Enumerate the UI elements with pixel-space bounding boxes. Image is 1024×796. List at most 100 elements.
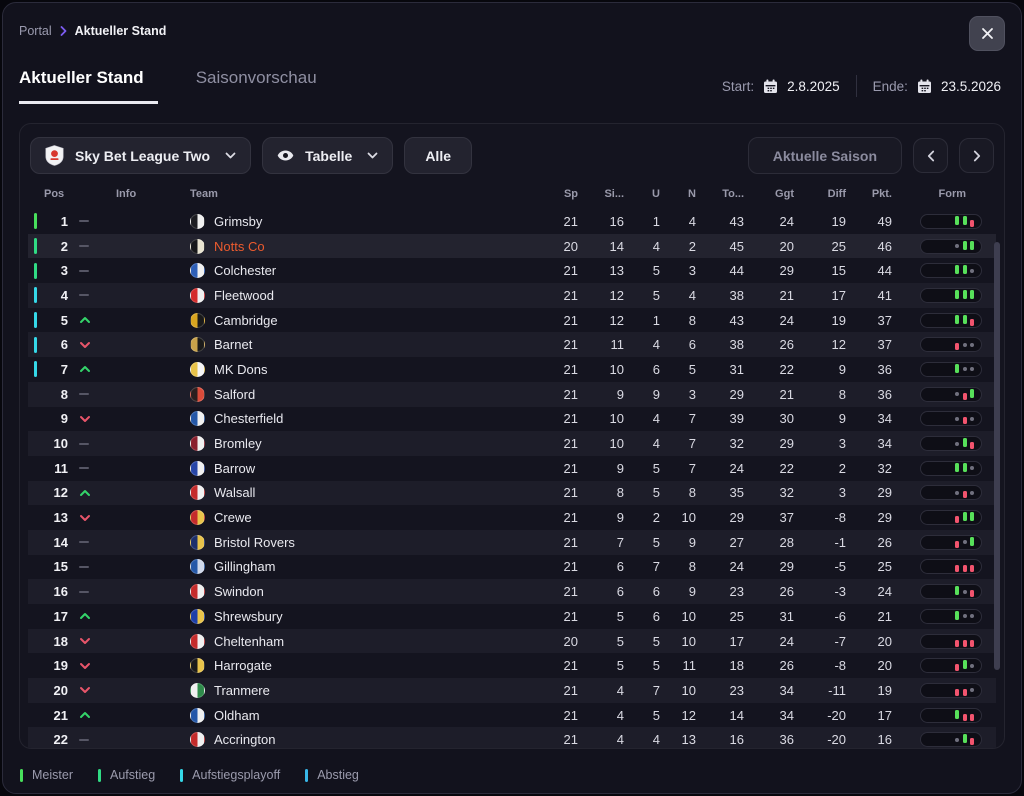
eye-icon [277,150,294,161]
table-row[interactable]: 21 Oldham 21 4 5 12 14 34 -20 17 [28,703,996,728]
form-result-win [962,289,967,299]
column-header-pkt[interactable]: Pkt. [871,188,892,200]
legend-item-meister: Meister [20,768,73,782]
stat-n: 4 [688,213,696,229]
form-result-win [955,586,959,596]
form-result-draw [955,244,959,249]
column-header-team[interactable]: Team [190,188,218,200]
stat-u: 2 [652,510,660,526]
zone-bar [34,559,37,575]
team-badge [190,559,205,575]
column-header-ggt[interactable]: Ggt [775,188,794,200]
column-header-si[interactable]: Si... [604,188,624,200]
table-row[interactable]: 10 Bromley 21 10 4 7 32 29 3 34 [28,431,996,456]
table-row[interactable]: 6 Barnet 21 11 4 6 38 26 12 37 [28,332,996,358]
stat-n: 6 [688,337,696,353]
table-row[interactable]: 16 Swindon 21 6 6 9 23 26 -3 24 [28,579,996,604]
breadcrumb-portal[interactable]: Portal [19,24,52,38]
table-row[interactable]: 7 MK Dons 21 10 6 5 31 22 9 36 [28,357,996,382]
table-row[interactable]: 15 Gillingham 21 6 7 8 24 29 -5 25 [28,555,996,580]
team-badge [190,337,205,353]
team-name: Colchester [214,263,277,279]
position: 1 [60,213,68,229]
form-pill [920,238,982,254]
table-row[interactable]: 2 Notts Co 20 14 4 2 45 20 25 46 [28,233,996,259]
next-season-button[interactable] [959,138,994,173]
zone-bar [34,436,37,452]
tab-saisonvorschau[interactable]: Saisonvorschau [195,68,317,87]
stat-pkt: 32 [877,460,892,476]
tab-aktueller-stand[interactable]: Aktueller Stand [19,64,158,104]
trend-same-icon [68,738,104,741]
table-row[interactable]: 14 Bristol Rovers 21 7 5 9 27 28 -1 26 [28,529,996,555]
stat-u: 4 [652,337,660,353]
stat-ggt: 28 [779,534,794,550]
table-row[interactable]: 4 Fleetwood 21 12 5 4 38 21 17 41 [28,283,996,308]
team-cell: Fleetwood [174,287,538,303]
stat-sp: 21 [563,436,578,452]
end-date-value[interactable]: 23.5.2026 [940,78,1001,94]
team-cell: Gillingham [174,559,538,575]
form-result-win [962,314,967,324]
column-header-sp[interactable]: Sp [563,188,578,200]
stat-to: 38 [729,337,744,353]
trend-same-icon [68,541,104,544]
table-row[interactable]: 22 Accrington 21 4 4 13 16 36 -20 16 [28,727,996,748]
position: 12 [53,485,68,501]
table-row[interactable]: 17 Shrewsbury 21 5 6 10 25 31 -6 21 [28,604,996,629]
form-pill [920,436,982,452]
table-row[interactable]: 1 Grimsby 21 16 1 4 43 24 19 49 [28,209,996,234]
trend-up-icon [68,711,104,719]
team-name: Barrow [214,460,256,476]
trend-same-icon [68,220,104,223]
form-result-win [962,240,967,250]
table-row[interactable]: 8 Salford 21 9 9 3 29 21 8 36 [28,381,996,407]
team-cell: Harrogate [174,658,538,674]
start-date-value[interactable]: 2.8.2025 [787,78,840,94]
table-row[interactable]: 11 Barrow 21 9 5 7 24 22 2 32 [28,456,996,481]
column-header-info[interactable]: Info [116,188,137,200]
stat-ggt: 29 [779,436,794,452]
previous-season-button[interactable] [913,138,948,173]
table-row[interactable]: 9 Chesterfield 21 10 4 7 39 30 9 34 [28,407,996,432]
form-result-loss [962,491,967,499]
league-badge-icon [45,145,64,166]
form-cell [896,460,996,476]
stat-to: 44 [729,263,744,279]
column-header-u[interactable]: U [652,188,660,200]
form-result-win [955,314,959,324]
table-row[interactable]: 19 Harrogate 21 5 5 11 18 26 -8 20 [28,653,996,678]
column-header-diff[interactable]: Diff [827,188,846,200]
column-header-to[interactable]: To... [722,188,744,200]
table-row[interactable]: 12 Walsall 21 8 5 8 35 32 3 29 [28,480,996,506]
team-cell: Colchester [174,263,538,279]
form-result-win [955,363,959,373]
column-header-form[interactable]: Form [938,188,967,200]
table-row[interactable]: 3 Colchester 21 13 5 3 44 29 15 44 [28,258,996,283]
column-header-n[interactable]: N [688,188,696,200]
close-button[interactable] [969,16,1005,51]
form-result-win [970,388,974,398]
position: 11 [54,460,68,476]
team-badge [190,460,205,476]
view-select[interactable]: Tabelle [262,137,394,174]
league-select[interactable]: Sky Bet League Two [30,137,252,174]
table-row[interactable]: 18 Cheltenham 20 5 5 10 17 24 -7 20 [28,628,996,654]
stat-ggt: 21 [779,386,794,402]
filter-all-button[interactable]: Alle [404,137,472,174]
stat-to: 43 [729,213,744,229]
current-season-button[interactable]: Aktuelle Saison [747,137,902,174]
form-result-loss [970,590,974,598]
chevron-left-icon [927,150,935,162]
table-row[interactable]: 20 Tranmere 21 4 7 10 23 34 -11 19 [28,678,996,703]
form-result-win [970,512,974,522]
stat-n: 3 [688,386,696,402]
table-row[interactable]: 5 Cambridge 21 12 1 8 43 24 19 37 [28,308,996,333]
legend-label: Aufstieg [109,768,156,782]
form-pill [920,287,982,303]
scrollbar-thumb[interactable] [994,242,1000,670]
table-row[interactable]: 13 Crewe 21 9 2 10 29 37 -8 29 [28,505,996,530]
zone-bar [34,213,37,230]
column-header-pos[interactable]: Pos [44,188,65,200]
